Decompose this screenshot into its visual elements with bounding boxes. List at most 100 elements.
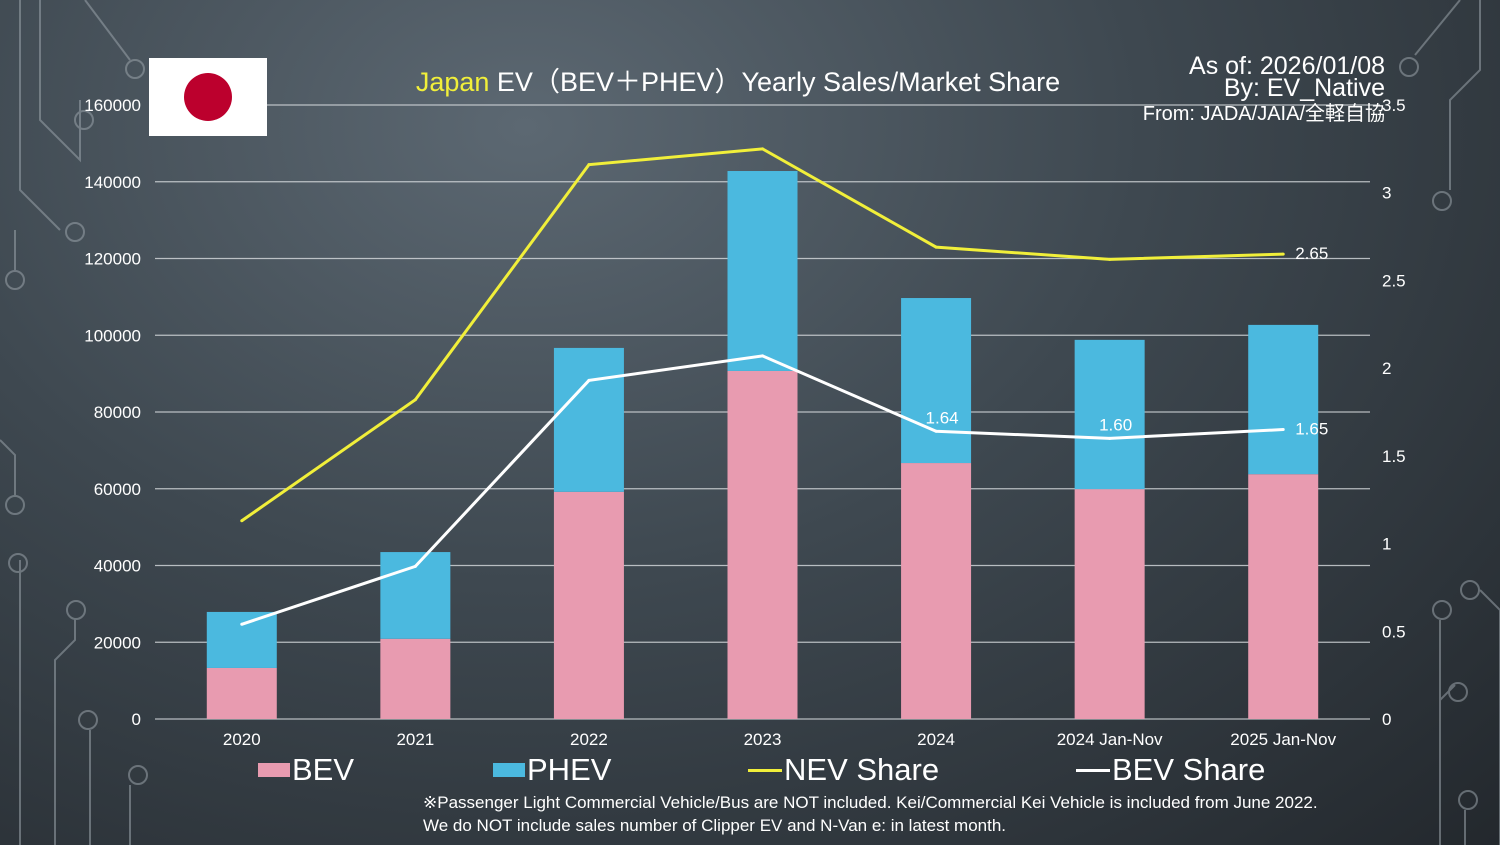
y2-tick-label: 0.5 bbox=[1382, 622, 1406, 641]
y-tick-label: 120000 bbox=[84, 250, 141, 269]
bev-share-point bbox=[1108, 436, 1112, 440]
bev-bar bbox=[553, 491, 624, 719]
x-tick-label: 2025 Jan-Nov bbox=[1230, 730, 1336, 749]
japan-flag bbox=[149, 58, 267, 136]
nev-share-point bbox=[240, 519, 244, 523]
footnote-line-1: ※Passenger Light Commercial Vehicle/Bus … bbox=[423, 793, 1318, 812]
circuit-node bbox=[1448, 682, 1468, 702]
bev-bar bbox=[1074, 489, 1145, 719]
bev-share-point bbox=[1281, 428, 1285, 432]
y-tick-label: 140000 bbox=[84, 173, 141, 192]
nev-share-point bbox=[934, 245, 938, 249]
y2-tick-label: 1 bbox=[1382, 535, 1391, 554]
circuit-node bbox=[1458, 790, 1478, 810]
circuit-node bbox=[1460, 580, 1480, 600]
y-tick-label: 60000 bbox=[94, 480, 141, 499]
nev-share-point bbox=[761, 147, 764, 151]
legend-bev-share-label: BEV Share bbox=[1112, 752, 1266, 787]
circuit-node bbox=[1399, 57, 1419, 77]
y2-tick-label: 2 bbox=[1382, 359, 1391, 378]
legend-nev-label: NEV Share bbox=[784, 752, 940, 787]
y2-tick-label: 0 bbox=[1382, 710, 1391, 729]
title-highlight: Japan bbox=[415, 67, 490, 97]
circuit-node bbox=[74, 110, 94, 130]
chart-title: Japan EV（BEV＋PHEV）Yearly Sales/Market Sh… bbox=[300, 60, 1176, 99]
circuit-trace bbox=[39, 0, 81, 163]
circuit-trace bbox=[84, 0, 131, 61]
x-tick-label: 2023 bbox=[744, 730, 782, 749]
bev-share-point bbox=[934, 429, 938, 433]
author: By: EV_Native bbox=[1223, 74, 1385, 102]
circuit-node bbox=[8, 553, 28, 573]
x-tick-label: 2020 bbox=[223, 730, 261, 749]
title-rest: EV（BEV＋PHEV）Yearly Sales/Market Share bbox=[489, 67, 1061, 97]
x-tick-label: 2024 bbox=[917, 730, 955, 749]
chart-meta: As of: 2026/01/08 By: EV_Native From: JA… bbox=[1142, 54, 1385, 126]
y-tick-label: 20000 bbox=[94, 633, 141, 652]
nev-share-point bbox=[1281, 252, 1285, 256]
bev-bar bbox=[206, 667, 277, 719]
circuit-node bbox=[65, 222, 85, 242]
y-tick-label: 100000 bbox=[84, 326, 141, 345]
phev-bar bbox=[206, 611, 277, 668]
circuit-trace bbox=[1479, 589, 1500, 845]
footnote: ※Passenger Light Commercial Vehicle/Bus … bbox=[423, 791, 1318, 837]
bev-bar bbox=[901, 463, 972, 719]
circuit-node bbox=[128, 765, 148, 785]
y2-tick-label: 3 bbox=[1382, 184, 1391, 203]
y2-tick-label: 1.5 bbox=[1382, 447, 1406, 466]
x-tick-label: 2024 Jan-Nov bbox=[1057, 730, 1163, 749]
bev-share-point bbox=[761, 354, 764, 358]
circuit-trace bbox=[54, 618, 76, 845]
data-label: 1.60 bbox=[1099, 415, 1132, 434]
circuit-node bbox=[66, 600, 86, 620]
legend-phev-label: PHEV bbox=[527, 752, 612, 787]
nev-share-swatch bbox=[748, 768, 782, 772]
data-label: 2.65 bbox=[1295, 244, 1328, 263]
circuit-trace bbox=[1439, 684, 1456, 845]
legend-bev-label: BEV bbox=[292, 752, 355, 787]
y2-tick-label: 2.5 bbox=[1382, 271, 1406, 290]
legend-nev-share: NEV Share bbox=[748, 752, 1076, 788]
data-label: 1.64 bbox=[926, 408, 959, 427]
data-source: From: JADA/JAIA/全軽自協 bbox=[1142, 103, 1385, 125]
nev-share-point bbox=[587, 163, 591, 167]
circuit-trace bbox=[1449, 0, 1481, 190]
bev-swatch bbox=[258, 763, 290, 777]
circuit-trace bbox=[0, 439, 16, 495]
footnote-line-2: We do NOT include sales number of Clippe… bbox=[423, 816, 1007, 835]
nev-share-point bbox=[413, 398, 417, 402]
legend-bev: BEV bbox=[258, 752, 493, 788]
bev-bar bbox=[380, 638, 451, 719]
circuit-trace bbox=[1414, 0, 1461, 56]
y-tick-label: 80000 bbox=[94, 403, 141, 422]
nev-share-point bbox=[1108, 257, 1112, 261]
bev-share-point bbox=[413, 564, 417, 568]
bev-share-point bbox=[240, 622, 244, 626]
phev-bar bbox=[727, 171, 798, 371]
phev-bar bbox=[553, 347, 624, 492]
y-tick-label: 40000 bbox=[94, 557, 141, 576]
bev-bar bbox=[1248, 474, 1319, 719]
x-tick-label: 2021 bbox=[396, 730, 434, 749]
circuit-node bbox=[1432, 191, 1452, 211]
circuit-node bbox=[5, 495, 25, 515]
circuit-node bbox=[1432, 600, 1452, 620]
bev-share-swatch bbox=[1076, 768, 1110, 772]
data-label: 1.65 bbox=[1295, 420, 1328, 439]
circuit-trace bbox=[19, 0, 61, 231]
y-tick-label: 160000 bbox=[84, 96, 141, 115]
phev-swatch bbox=[493, 763, 525, 777]
circuit-node bbox=[125, 59, 145, 79]
x-tick-label: 2022 bbox=[570, 730, 608, 749]
legend: BEV PHEV NEV Share BEV Share bbox=[258, 752, 1265, 788]
y2-tick-label: 3.5 bbox=[1382, 96, 1406, 115]
bev-bar bbox=[727, 370, 798, 719]
circuit-node bbox=[5, 270, 25, 290]
circuit-node bbox=[78, 710, 98, 730]
phev-bar bbox=[1074, 339, 1145, 490]
flag-sun bbox=[184, 73, 232, 121]
legend-bev-share: BEV Share bbox=[1076, 752, 1265, 788]
